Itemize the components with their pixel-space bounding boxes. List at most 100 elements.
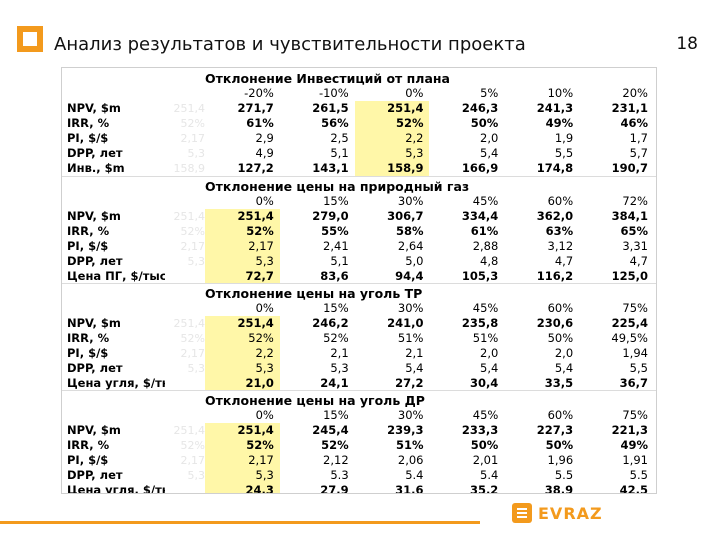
table-cell: 46% (620, 116, 648, 130)
table-cell: 21,0 (205, 376, 280, 391)
section-title: Отклонение цены на уголь ТР (205, 286, 423, 301)
table-cell: 42,5 (619, 483, 648, 494)
column-headers: 0% 15% 30% 45% 60% 75% (205, 301, 654, 315)
column-header: 5% (480, 86, 499, 100)
page-number: 18 (676, 34, 698, 54)
row-label: IRR, % (67, 331, 110, 345)
table-cell: 1,94 (622, 346, 648, 360)
table-cell: 35,2 (469, 483, 499, 494)
table-cell: 2,12 (323, 453, 349, 467)
table-cell: 2,2 (354, 131, 430, 146)
column-headers: 0% 15% 30% 45% 60% 75% (205, 408, 654, 422)
section-title: Отклонение Инвестиций от плана (205, 71, 450, 86)
brand-name: EVRAZ (538, 503, 603, 523)
base-value-faint: 158,9 (173, 162, 206, 175)
base-value-faint: 52% (180, 439, 205, 452)
table-cell: 1,9 (554, 131, 574, 145)
table-cell: 5,5 (554, 146, 574, 160)
table-cell: 51% (395, 438, 424, 452)
table-cell: 50% (470, 438, 499, 452)
column-header: 0% (255, 408, 274, 422)
table-row: Цена ПГ, $/тыс.м3 72,7 83,6 94,4 105,3 116,2 1… (62, 269, 654, 284)
column-header: 15% (323, 301, 349, 315)
base-value-faint: 251,4 (173, 102, 206, 115)
table-row: DPP, лет 5,3 5,3 5,3 5,4 5,4 5,4 5,5 (62, 361, 654, 376)
row-cells: 2,2 2,1 2,1 2,0 2,0 1,94 (205, 346, 654, 361)
column-header: 75% (622, 408, 648, 422)
table-row: PI, $/$ 2,17 2,17 2,41 2,64 2,88 3,12 3,31 (62, 239, 654, 254)
row-label: PI, $/$ (67, 453, 109, 467)
row-cells: 4,9 5,1 5,3 5,4 5,5 5,7 (205, 146, 654, 161)
table-cell: 5,3 (354, 146, 430, 161)
table-cell: 2,01 (472, 453, 499, 467)
base-value-faint: 251,4 (173, 317, 206, 330)
table-section: Отклонение Инвестиций от плана -20% -10% 0%… (62, 68, 656, 176)
table-cell: 5,4 (480, 146, 499, 160)
table-cell: 33,5 (544, 376, 574, 390)
table-cell: 362,0 (536, 209, 574, 223)
base-value-faint: 2,17 (180, 240, 206, 253)
table-cell: 38,9 (544, 483, 574, 494)
table-cell: 4,8 (480, 254, 499, 268)
table-cell: 227,3 (536, 423, 574, 437)
table-cell: 239,3 (387, 423, 424, 437)
row-label: DPP, лет (67, 468, 123, 482)
column-header: 60% (547, 194, 574, 208)
table-row: PI, $/$ 2,17 2,17 2,12 2,06 2,01 1,96 1,91 (62, 453, 654, 468)
table-cell: 166,9 (461, 161, 499, 175)
table-cell: 2,9 (255, 131, 274, 145)
table-section: Отклонение цены на уголь ДР 0% 15% 30% 45% 60… (62, 390, 656, 494)
table-cell: 261,5 (312, 101, 349, 115)
base-value-faint (165, 483, 205, 493)
table-cell: 279,0 (312, 209, 349, 223)
table-cell: 5,7 (629, 146, 648, 160)
table-cell: 5.3 (330, 468, 349, 482)
table-cell: 56% (321, 116, 349, 130)
table-cell: 246,2 (312, 316, 349, 330)
column-header: 10% (547, 86, 574, 100)
row-label: Цена угля, $/тн (67, 483, 165, 494)
table-cell: 241,3 (536, 101, 574, 115)
table-cell: 2,41 (323, 239, 349, 253)
table-cell: 251,4 (205, 316, 280, 331)
table-cell: 49% (620, 438, 648, 452)
table-cell: 1,91 (622, 453, 648, 467)
table-cell: 52% (205, 224, 280, 239)
table-cell: 158,9 (354, 161, 430, 176)
row-cells: 251,4 279,0 306,7 334,4 362,0 384,1 (205, 209, 654, 224)
table-cell: 36,7 (619, 376, 648, 390)
base-value-faint: 5,3 (187, 147, 206, 160)
table-cell: 116,2 (536, 269, 574, 283)
table-cell: 5,1 (330, 254, 349, 268)
table-row: NPV, $m 251,4 251,4 279,0 306,7 334,4 362,0 384… (62, 209, 654, 224)
row-label: IRR, % (67, 224, 110, 238)
row-label: DPP, лет (67, 146, 123, 160)
table-cell: 2,2 (205, 346, 280, 361)
table-cell: 51% (397, 331, 424, 345)
table-cell: 83,6 (320, 269, 349, 283)
row-cells: 251,4 245,4 239,3 233,3 227,3 221,3 (205, 423, 654, 438)
column-header: 0% (405, 86, 424, 100)
table-cell: 50% (547, 331, 574, 345)
section-divider (62, 390, 656, 391)
section-divider (62, 176, 656, 177)
table-cell: 2,64 (397, 239, 424, 253)
row-label: IRR, % (67, 116, 110, 130)
table-cell: 55% (321, 224, 349, 238)
column-header: 0% (255, 194, 274, 208)
table-cell: 65% (620, 224, 648, 238)
brand-logo: EVRAZ (512, 503, 603, 523)
table-cell: 27,9 (320, 483, 349, 494)
table-cell: 52% (321, 438, 349, 452)
table-cell: 51% (472, 331, 499, 345)
table-cell: 2,17 (205, 239, 280, 254)
table-cell: 30,4 (469, 376, 499, 390)
row-cells: 52% 55% 58% 61% 63% 65% (205, 224, 654, 239)
table-row: Инв., $m 158,9 127,2 143,1 158,9 166,9 174,8 19… (62, 161, 654, 176)
column-header: 72% (622, 194, 648, 208)
base-value-faint: 2,17 (180, 132, 206, 145)
base-value-faint: 52% (180, 332, 205, 345)
table-cell: 49% (545, 116, 574, 130)
table-cell: 251,4 (354, 101, 430, 116)
table-cell: 245,4 (312, 423, 349, 437)
